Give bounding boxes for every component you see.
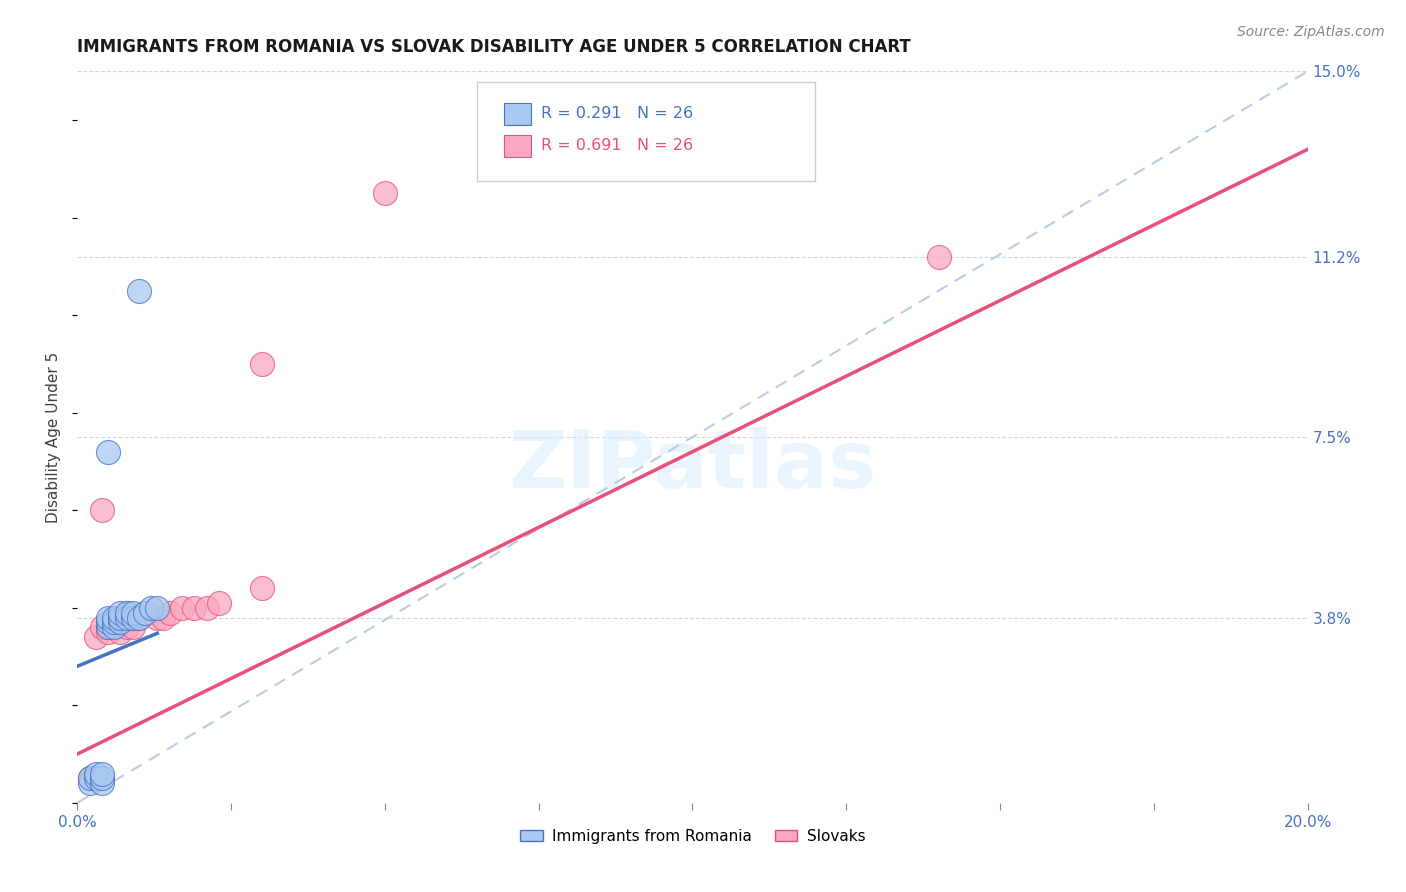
Point (97, 625, 120, 640)
Text: Source: ZipAtlas.com: Source: ZipAtlas.com (1237, 25, 1385, 39)
Point (115, 610, 138, 624)
Point (97, 620, 120, 634)
Point (84, 766, 107, 780)
Point (90, 776, 114, 790)
Point (84, 630, 107, 644)
Text: R = 0.291   N = 26: R = 0.291 N = 26 (541, 106, 693, 121)
Text: IMMIGRANTS FROM ROMANIA VS SLOVAK DISABILITY AGE UNDER 5 CORRELATION CHART: IMMIGRANTS FROM ROMANIA VS SLOVAK DISABI… (77, 38, 911, 56)
Text: ZIPatlas: ZIPatlas (509, 427, 876, 506)
FancyBboxPatch shape (505, 103, 531, 125)
Point (115, 606, 138, 620)
Point (110, 610, 132, 624)
Point (121, 620, 143, 634)
Point (90, 503, 114, 517)
Text: R = 0.691   N = 26: R = 0.691 N = 26 (541, 138, 693, 153)
Point (159, 606, 181, 620)
Point (103, 615, 125, 630)
Point (90, 620, 114, 634)
Point (110, 625, 132, 640)
Point (208, 596, 231, 610)
Point (121, 610, 143, 624)
Point (103, 610, 125, 624)
Point (195, 600, 218, 615)
Point (250, 357, 273, 371)
Point (115, 620, 138, 634)
Point (928, 250, 950, 264)
Point (146, 610, 169, 624)
Point (121, 610, 143, 624)
Point (110, 610, 132, 624)
Point (128, 610, 150, 624)
Legend: Immigrants from Romania, Slovaks: Immigrants from Romania, Slovaks (513, 822, 872, 850)
Point (97, 444, 120, 458)
Point (103, 620, 125, 634)
Y-axis label: Disability Age Under 5: Disability Age Under 5 (46, 351, 62, 523)
Point (103, 615, 125, 630)
Point (90, 772, 114, 786)
Point (128, 610, 150, 624)
Point (141, 600, 163, 615)
Point (134, 606, 156, 620)
Point (97, 620, 120, 634)
Point (134, 606, 156, 620)
FancyBboxPatch shape (477, 82, 815, 181)
Point (128, 284, 150, 298)
Point (152, 610, 174, 624)
Point (170, 600, 193, 615)
Point (115, 606, 138, 620)
Point (97, 610, 120, 624)
Point (79, 772, 101, 786)
Point (110, 606, 132, 620)
Point (79, 772, 101, 786)
Point (97, 615, 120, 630)
FancyBboxPatch shape (505, 135, 531, 157)
Point (183, 600, 205, 615)
Point (79, 776, 101, 790)
Point (84, 772, 107, 786)
Point (90, 766, 114, 780)
Point (121, 606, 143, 620)
Point (374, 186, 396, 201)
Point (146, 600, 169, 615)
Point (110, 615, 132, 630)
Point (250, 581, 273, 595)
